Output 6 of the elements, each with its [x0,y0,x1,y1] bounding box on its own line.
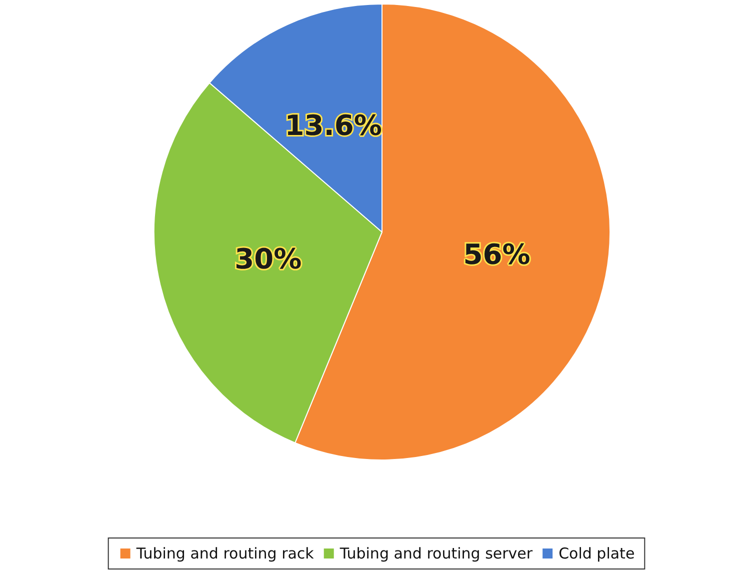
data-label: 13.6% [284,109,382,142]
legend-label: Tubing and routing rack [135,544,314,562]
data-label: 30% [234,242,302,276]
legend-label: Cold plate [558,544,635,562]
data-label: 56% [463,238,530,272]
legend-label: Tubing and routing server [338,544,534,562]
